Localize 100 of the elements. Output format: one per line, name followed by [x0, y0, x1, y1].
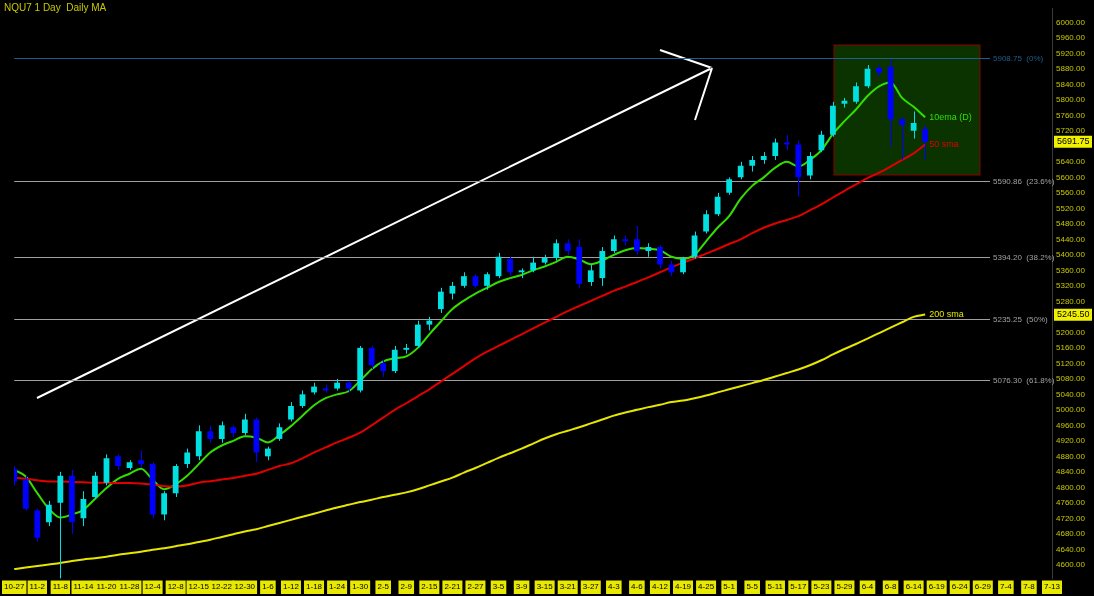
x-tick-label: 12-8 — [167, 582, 185, 592]
y-tick-label: 5200.00 — [1056, 327, 1086, 337]
x-tick-label: 3-9 — [515, 582, 528, 592]
x-tick-label: 1-6 — [262, 582, 275, 592]
chart-title: NQU7 1 Day Daily MA — [4, 2, 107, 13]
x-tick-label: 11-28 — [119, 582, 141, 592]
candlestick — [587, 264, 594, 287]
y-tick-label: 5280.00 — [1056, 296, 1086, 306]
ref-line-label: 5076.30 (61.8%) — [993, 375, 1055, 385]
x-tick-label: 12-4 — [144, 582, 162, 592]
candlestick — [610, 234, 617, 254]
candlestick — [853, 81, 859, 105]
y-tick-label: 4920.00 — [1056, 436, 1086, 446]
x-tick-label: 4-25 — [698, 582, 715, 592]
candlestick — [760, 151, 767, 165]
y-tick-label: 5360.00 — [1056, 265, 1086, 275]
x-tick-label: 5-29 — [836, 582, 853, 592]
y-tick-label: 4840.00 — [1056, 467, 1086, 477]
x-tick-label: 5-5 — [746, 582, 759, 592]
x-tick-label: 6-14 — [905, 582, 923, 592]
x-tick-label: 3-15 — [536, 582, 554, 592]
x-tick-label: 11-14 — [73, 582, 94, 592]
annotation: 5691.75 — [1057, 136, 1090, 147]
y-tick-label: 5040.00 — [1056, 389, 1086, 399]
candlestick — [218, 420, 225, 444]
y-tick-label: 4680.00 — [1056, 529, 1086, 539]
y-tick-label: 4720.00 — [1056, 513, 1086, 523]
x-tick-label: 4-6 — [631, 582, 644, 592]
y-tick-label: 5920.00 — [1056, 48, 1086, 58]
y-tick-label: 5840.00 — [1056, 79, 1086, 89]
y-tick-label: 5000.00 — [1056, 405, 1086, 415]
y-tick-label: 5960.00 — [1056, 33, 1086, 43]
candlestick — [622, 234, 629, 246]
x-tick-label: 7-8 — [1023, 582, 1036, 592]
y-tick-label: 6000.00 — [1056, 17, 1086, 27]
ref-line-label: 5394.20 (38.2%) — [993, 252, 1055, 262]
y-tick-label: 5760.00 — [1056, 110, 1086, 120]
candlestick — [634, 225, 640, 256]
y-tick-label: 5560.00 — [1056, 188, 1086, 198]
candlestick — [288, 401, 294, 422]
y-tick-label: 5480.00 — [1056, 219, 1086, 229]
candlestick — [484, 271, 490, 291]
candlestick — [876, 64, 882, 78]
x-tick-label: 6-4 — [861, 582, 874, 592]
x-tick-label: 2-15 — [421, 582, 438, 592]
line-series — [13, 313, 927, 571]
ref-line-label: 5590.86 (23.6%) — [993, 176, 1055, 186]
y-tick-label: 5320.00 — [1056, 281, 1086, 291]
x-tick-label: 4-3 — [608, 582, 621, 592]
x-tick-label: 1-12 — [282, 582, 300, 592]
x-tick-label: 2-5 — [377, 582, 390, 592]
y-tick-label: 5640.00 — [1056, 157, 1086, 167]
x-tick-label: 2-21 — [444, 582, 461, 592]
y-tick-label: 4960.00 — [1056, 420, 1086, 430]
x-tick-label: 11-20 — [96, 582, 117, 592]
x-tick-label: 12-22 — [211, 582, 233, 592]
candlestick — [184, 448, 191, 469]
y-tick-label: 4640.00 — [1056, 544, 1086, 554]
candlestick — [138, 450, 144, 469]
x-tick-label: 5-11 — [767, 582, 784, 592]
x-tick-label: 3-27 — [582, 582, 600, 592]
y-tick-label: 5080.00 — [1056, 374, 1086, 384]
x-tick-label: 2-9 — [400, 582, 413, 592]
x-tick-label: 11-8 — [52, 582, 69, 592]
x-tick-label: 3-21 — [559, 582, 577, 592]
y-tick-label: 5600.00 — [1056, 172, 1086, 182]
x-tick-label: 6-29 — [974, 582, 992, 592]
x-tick-label: 6-24 — [951, 582, 969, 592]
y-tick-label: 5880.00 — [1056, 64, 1086, 74]
y-tick-label: 5720.00 — [1056, 126, 1086, 136]
x-tick-label: 10-27 — [4, 582, 26, 592]
y-tick-label: 5400.00 — [1056, 250, 1086, 260]
y-tick-label: 5520.00 — [1056, 203, 1086, 213]
y-tick-label: 5800.00 — [1056, 95, 1086, 105]
x-tick-label: 3-5 — [492, 582, 505, 592]
x-tick-label: 4-19 — [675, 582, 692, 592]
x-tick-label: 1-30 — [352, 582, 369, 592]
x-tick-label: 5-23 — [813, 582, 830, 592]
x-tick-label: 7-4 — [1000, 582, 1013, 592]
x-tick-label: 12-30 — [234, 582, 256, 592]
x-tick-label: 6-8 — [884, 582, 897, 592]
ref-line-label: 5235.25 (50%) — [993, 314, 1049, 324]
x-tick-label: 12-15 — [188, 582, 210, 592]
y-tick-label: 5440.00 — [1056, 234, 1086, 244]
ref-line-label: 5908.75 (0%) — [993, 53, 1044, 63]
x-tick-label: 4-12 — [651, 582, 669, 592]
series-label: 200 sma — [929, 309, 964, 320]
x-tick-label: 6-19 — [928, 582, 946, 592]
x-tick-label: 2-27 — [467, 582, 485, 592]
x-tick-label: 7-13 — [1043, 582, 1061, 592]
candlestick — [772, 138, 779, 161]
y-tick-label: 4600.00 — [1056, 560, 1086, 570]
x-tick-label: 1-24 — [329, 582, 346, 592]
y-tick-label: 5120.00 — [1056, 358, 1086, 368]
annotation: 5245.50 — [1057, 309, 1090, 320]
x-tick-label: 1-18 — [306, 582, 323, 592]
x-tick-label: 11-2 — [29, 582, 46, 592]
series-label: 50 sma — [929, 138, 959, 149]
candlestick — [726, 176, 733, 196]
candlestick — [426, 316, 433, 331]
